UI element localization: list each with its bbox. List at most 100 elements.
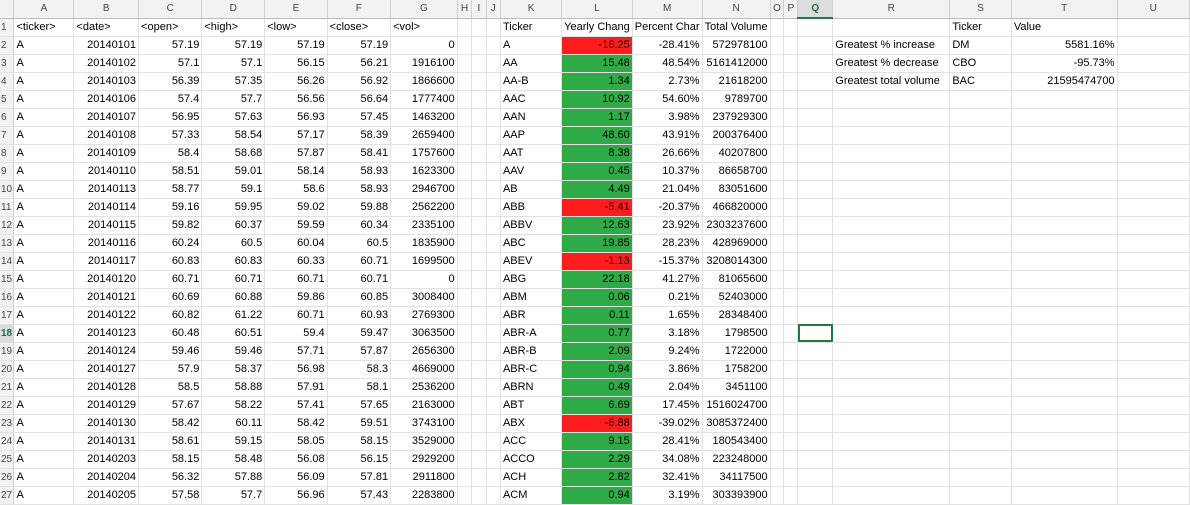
- cell[interactable]: [457, 216, 473, 235]
- cell[interactable]: 48.54%: [632, 54, 703, 73]
- row-header[interactable]: 12: [0, 216, 15, 235]
- cell[interactable]: 3063500: [390, 324, 458, 343]
- cell[interactable]: 2283800: [390, 486, 458, 505]
- cell[interactable]: 43.91%: [632, 126, 703, 145]
- cell[interactable]: 56.64: [327, 90, 392, 109]
- cell[interactable]: 21595474700: [1011, 72, 1118, 91]
- cell[interactable]: [783, 54, 799, 73]
- cell[interactable]: [783, 18, 799, 37]
- cell[interactable]: [770, 18, 785, 37]
- cell[interactable]: A: [13, 72, 75, 91]
- yearly-change-cell[interactable]: 0.77: [561, 324, 633, 343]
- cell[interactable]: ACM: [500, 486, 563, 505]
- cell[interactable]: 52403000: [702, 288, 771, 307]
- cell[interactable]: 58.54: [201, 126, 266, 145]
- cell[interactable]: [1011, 108, 1118, 127]
- cell[interactable]: [832, 126, 951, 145]
- cell[interactable]: [832, 252, 951, 271]
- cell[interactable]: [1117, 252, 1190, 271]
- cell[interactable]: [1117, 108, 1190, 127]
- cell[interactable]: [471, 342, 487, 361]
- cell[interactable]: [783, 288, 799, 307]
- cell[interactable]: [783, 162, 799, 181]
- cell[interactable]: 57.9: [138, 360, 203, 379]
- cell[interactable]: 21.04%: [632, 180, 703, 199]
- cell[interactable]: 60.71: [201, 270, 266, 289]
- cell[interactable]: 58.3: [327, 360, 392, 379]
- cell[interactable]: ACH: [500, 468, 563, 487]
- row-header[interactable]: 27: [0, 486, 15, 505]
- cell[interactable]: 56.39: [138, 72, 203, 91]
- cell[interactable]: [770, 432, 785, 451]
- cell[interactable]: A: [13, 234, 75, 253]
- cell[interactable]: [457, 324, 473, 343]
- cell[interactable]: Percent Char: [632, 18, 703, 37]
- column-header-q[interactable]: Q: [797, 0, 834, 19]
- cell[interactable]: 56.21: [327, 54, 392, 73]
- cell[interactable]: [486, 54, 501, 73]
- cell[interactable]: A: [13, 486, 75, 505]
- cell[interactable]: 56.15: [327, 450, 392, 469]
- cell[interactable]: 57.7: [201, 486, 266, 505]
- cell[interactable]: 59.02: [264, 198, 328, 217]
- cell[interactable]: [457, 468, 473, 487]
- cell[interactable]: [486, 360, 501, 379]
- cell[interactable]: 59.01: [201, 162, 266, 181]
- cell[interactable]: [486, 396, 501, 415]
- cell[interactable]: 56.08: [264, 450, 328, 469]
- cell[interactable]: 20140204: [73, 468, 140, 487]
- cell[interactable]: 57.19: [201, 36, 266, 55]
- cell[interactable]: [1117, 54, 1190, 73]
- cell[interactable]: [457, 342, 473, 361]
- cell[interactable]: [832, 144, 951, 163]
- cell[interactable]: [832, 108, 951, 127]
- cell[interactable]: [486, 342, 501, 361]
- cell[interactable]: -20.37%: [632, 198, 703, 217]
- column-header-f[interactable]: F: [327, 0, 392, 19]
- cell[interactable]: [783, 198, 799, 217]
- column-header-o[interactable]: O: [770, 0, 785, 19]
- cell[interactable]: [797, 162, 834, 181]
- column-header-b[interactable]: B: [73, 0, 140, 19]
- cell[interactable]: 200376400: [702, 126, 771, 145]
- cell[interactable]: <high>: [201, 18, 266, 37]
- cell[interactable]: 5161412000: [702, 54, 771, 73]
- cell[interactable]: [783, 306, 799, 325]
- cell[interactable]: 20140205: [73, 486, 140, 505]
- cell[interactable]: 60.11: [201, 414, 266, 433]
- cell[interactable]: [486, 306, 501, 325]
- cell[interactable]: [1117, 360, 1190, 379]
- cell[interactable]: ACC: [500, 432, 563, 451]
- cell[interactable]: [770, 108, 785, 127]
- cell[interactable]: 57.58: [138, 486, 203, 505]
- column-header-n[interactable]: N: [702, 0, 771, 19]
- cell[interactable]: [457, 414, 473, 433]
- cell[interactable]: 1757600: [390, 144, 458, 163]
- cell[interactable]: 20140121: [73, 288, 140, 307]
- cell[interactable]: 59.59: [264, 216, 328, 235]
- cell[interactable]: 3743100: [390, 414, 458, 433]
- cell[interactable]: [457, 378, 473, 397]
- cell[interactable]: 26.66%: [632, 144, 703, 163]
- cell[interactable]: 2562200: [390, 198, 458, 217]
- cell[interactable]: 59.4: [264, 324, 328, 343]
- cell[interactable]: [949, 468, 1012, 487]
- cell[interactable]: 60.5: [327, 234, 392, 253]
- cell[interactable]: 81065600: [702, 270, 771, 289]
- cell[interactable]: ABBV: [500, 216, 563, 235]
- cell[interactable]: [471, 378, 487, 397]
- cell[interactable]: [832, 360, 951, 379]
- cell[interactable]: 58.1: [327, 378, 392, 397]
- cell[interactable]: [783, 126, 799, 145]
- cell[interactable]: [797, 432, 834, 451]
- cell[interactable]: [457, 180, 473, 199]
- cell[interactable]: [1117, 90, 1190, 109]
- cell[interactable]: 60.85: [327, 288, 392, 307]
- cell[interactable]: [457, 486, 473, 505]
- select-all-corner[interactable]: [0, 0, 15, 19]
- cell[interactable]: Ticker: [949, 18, 1012, 37]
- cell[interactable]: [832, 216, 951, 235]
- cell[interactable]: A: [500, 36, 563, 55]
- cell[interactable]: [832, 450, 951, 469]
- cell[interactable]: [783, 378, 799, 397]
